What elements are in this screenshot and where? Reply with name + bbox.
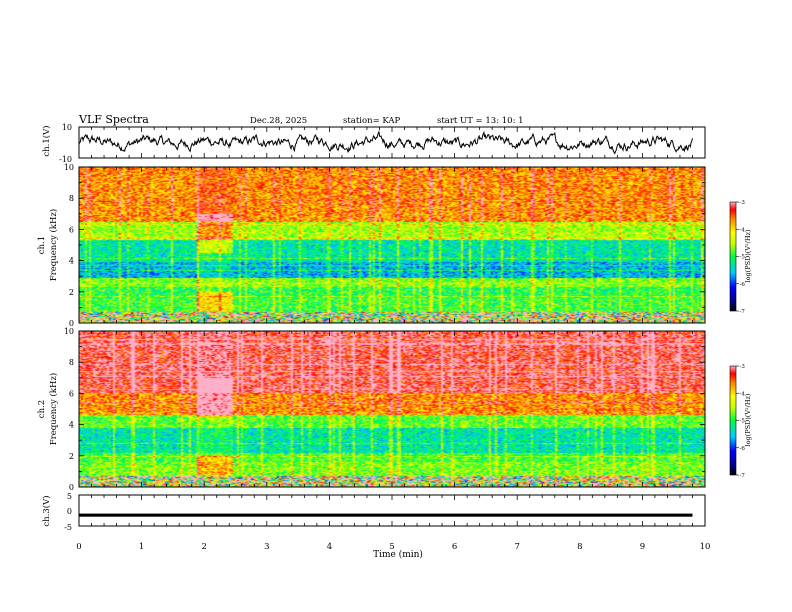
y-tick-label: 4 (69, 257, 74, 266)
y-tick-label: 10 (64, 327, 74, 336)
colorbar-tick-label: -4 (740, 227, 746, 233)
colorbar-tick-label: -6 (740, 446, 746, 452)
ch3-ytick-mid: 0 (67, 507, 72, 516)
x-axis-tick-labels: 0 1 2 3 4 5 6 7 8 9 10 (76, 542, 710, 552)
colorbar-2-gradient (729, 365, 737, 476)
y-tick-label: 0 (69, 483, 74, 492)
y-tick-label: 10 (64, 163, 74, 172)
ch3-waveform-ylabel: ch.3(V) (41, 495, 52, 526)
date-label: Dec.28, 2025 (250, 116, 307, 126)
colorbar-1-ticks: -3 -4 -5 -6 -7 (736, 200, 745, 315)
x-tick-label: 3 (264, 542, 269, 552)
ch2-spectrogram-yticks: 0 2 4 6 8 10 (64, 327, 705, 492)
y-tick-label: 6 (69, 225, 74, 234)
x-axis-label: Time (min) (373, 549, 423, 560)
colorbar-2-label: log(PSD)(V²/Hz) (744, 393, 752, 446)
colorbar-tick-label: -5 (740, 255, 746, 261)
start-time-label: start UT = 13: 10: 1 (437, 116, 524, 126)
y-tick-label: 8 (69, 194, 74, 203)
colorbar-2: -3 -4 -5 -6 -7 log(PSD)(V²/Hz) (729, 364, 752, 479)
colorbar-tick-label: -6 (740, 282, 746, 288)
x-tick-label: 10 (700, 542, 711, 552)
ch3-ytick-bottom: -5 (64, 523, 72, 532)
y-tick-label: 4 (69, 421, 74, 430)
x-tick-label: 7 (514, 542, 519, 552)
colorbar-tick-label: -3 (740, 200, 746, 206)
ch1-ytick-top: 10 (62, 123, 72, 132)
colorbar-tick-label: -3 (740, 364, 746, 370)
y-tick-label: 2 (69, 452, 74, 461)
colorbar-tick-label: -5 (740, 419, 746, 425)
ch2-spectrogram-panel: ch.2 Frequency (kHz) 0 2 4 6 8 10 (37, 327, 706, 492)
colorbar-1-gradient (729, 201, 737, 312)
ch1-channel-label: ch.1 (37, 236, 47, 254)
y-tick-label: 8 (69, 358, 74, 367)
y-tick-label: 2 (69, 288, 74, 297)
x-tick-label: 2 (201, 542, 206, 552)
ch2-frequency-label: Frequency (kHz) (48, 373, 59, 445)
colorbar-tick-label: -4 (740, 391, 746, 397)
x-tick-label: 8 (577, 542, 582, 552)
colorbar-1-label: log(PSD)(V²/Hz) (744, 229, 752, 282)
colorbar-1: -3 -4 -5 -6 -7 log(PSD)(V²/Hz) (729, 200, 752, 315)
ch1-spectrogram-yticks: 0 2 4 6 8 10 (64, 163, 705, 328)
ch3-waveform-frame (78, 494, 706, 527)
colorbar-2-ticks: -3 -4 -5 -6 -7 (736, 364, 745, 479)
ch1-waveform-panel: ch.1(V) 10 -10 (41, 123, 706, 164)
x-tick-label: 4 (327, 542, 332, 552)
x-tick-label: 9 (640, 542, 645, 552)
ch1-series-line (78, 130, 693, 155)
ch1-spectrogram-panel: ch.1 Frequency (kHz) 0 2 4 6 8 10 (37, 163, 706, 328)
station-label: station= KAP (343, 116, 401, 126)
ch3-panel-ticks (78, 495, 706, 526)
colorbar-tick-label: -7 (740, 473, 746, 479)
ch1-spectrogram-image (79, 167, 705, 323)
x-tick-label: 0 (76, 542, 81, 552)
ch1-waveform-ylabel: ch.1(V) (41, 125, 52, 156)
x-tick-label: 5 (389, 542, 394, 552)
ch1-ytick-bottom: -10 (59, 155, 72, 164)
ch1-waveform-frame (78, 126, 706, 159)
x-tick-label: 6 (452, 542, 457, 552)
figure-title: VLF Spectra (78, 113, 149, 126)
ch1-frequency-label: Frequency (kHz) (48, 209, 59, 281)
y-tick-label: 6 (69, 389, 74, 398)
ch2-channel-label: ch.2 (37, 400, 47, 418)
x-tick-label: 1 (139, 542, 144, 552)
ch3-series-band (79, 513, 693, 517)
colorbar-tick-label: -7 (740, 309, 746, 315)
ch1-panel-ticks (78, 127, 706, 158)
y-tick-label: 0 (69, 319, 74, 328)
ch3-waveform-panel: ch.3(V) 5 0 -5 (41, 492, 706, 532)
ch2-spectrogram-image (79, 331, 705, 487)
ch3-ytick-top: 5 (67, 492, 72, 501)
